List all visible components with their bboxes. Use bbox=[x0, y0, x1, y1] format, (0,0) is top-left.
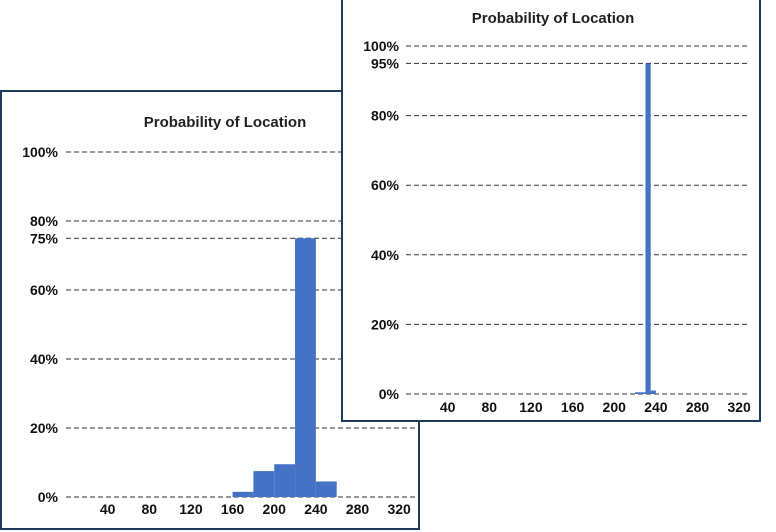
chart-title: Probability of Location bbox=[144, 114, 307, 131]
y-tick-label: 80% bbox=[30, 213, 59, 229]
x-tick-label: 240 bbox=[644, 399, 668, 415]
x-tick-label: 280 bbox=[686, 399, 710, 415]
x-tick-label: 200 bbox=[263, 501, 287, 517]
y-tick-label: 0% bbox=[38, 489, 59, 505]
y-tick-label: 60% bbox=[371, 177, 400, 193]
histogram-bar bbox=[650, 390, 656, 394]
x-tick-label: 160 bbox=[561, 399, 585, 415]
x-tick-label: 160 bbox=[221, 501, 245, 517]
histogram-bar bbox=[640, 392, 646, 394]
x-tick-label: 40 bbox=[440, 399, 456, 415]
y-tick-label: 95% bbox=[371, 55, 400, 71]
y-tick-label: 40% bbox=[371, 247, 400, 263]
y-tick-label: 40% bbox=[30, 351, 59, 367]
chart-title: Probability of Location bbox=[472, 10, 635, 27]
y-tick-label: 100% bbox=[22, 144, 58, 160]
y-tick-label: 20% bbox=[30, 420, 59, 436]
histogram-bar bbox=[253, 471, 275, 497]
y-tick-label: 20% bbox=[371, 316, 400, 332]
x-tick-label: 120 bbox=[179, 501, 203, 517]
x-tick-label: 80 bbox=[482, 399, 498, 415]
histogram-bar bbox=[295, 238, 316, 497]
y-tick-label: 0% bbox=[379, 386, 400, 402]
x-tick-label: 320 bbox=[727, 399, 751, 415]
histogram-bar bbox=[645, 63, 651, 395]
y-tick-label: 75% bbox=[30, 230, 59, 246]
x-tick-label: 240 bbox=[304, 501, 328, 517]
x-tick-label: 120 bbox=[519, 399, 543, 415]
x-tick-label: 320 bbox=[387, 501, 411, 517]
x-tick-label: 40 bbox=[100, 501, 116, 517]
y-tick-label: 60% bbox=[30, 282, 59, 298]
chart-panel-right: Probability of Location 0% 20% 40% 60% 80% 95… bbox=[341, 0, 761, 422]
chart-left-svg: Probability of Location 0%20%40%60%75%80… bbox=[22, 114, 420, 517]
y-tick-label: 80% bbox=[371, 108, 400, 124]
x-tick-label: 200 bbox=[603, 399, 627, 415]
chart-right-svg: Probability of Location 0% 20% 40% 60% 80% 95… bbox=[363, 10, 751, 415]
x-tick-label: 80 bbox=[142, 501, 158, 517]
y-tick-label: 100% bbox=[363, 38, 399, 54]
histogram-bar bbox=[274, 464, 296, 497]
x-tick-label: 280 bbox=[346, 501, 370, 517]
histogram-bar bbox=[232, 491, 254, 497]
histogram-bar bbox=[315, 481, 337, 497]
histogram-bar bbox=[635, 392, 641, 394]
